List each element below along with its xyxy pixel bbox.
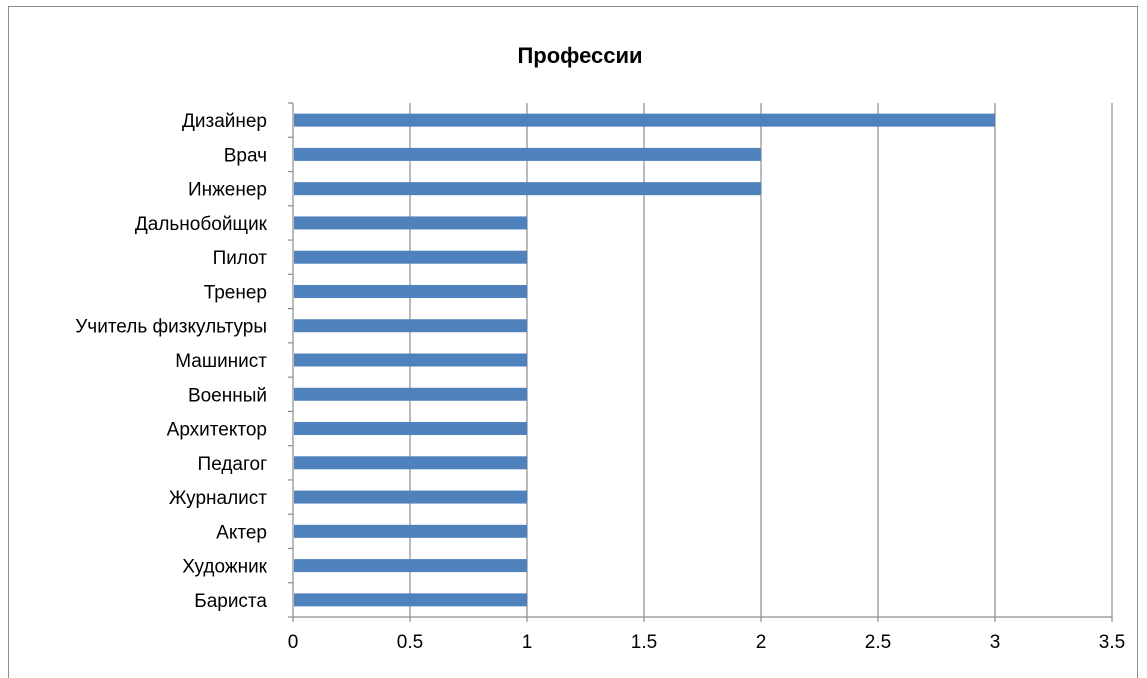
bars [294,113,995,607]
category-label: Педагог [198,454,268,475]
category-label: Архитектор [167,420,267,441]
bar [294,422,527,436]
x-tick-label: 1 [522,632,533,653]
bar [294,593,527,607]
category-label: Дизайнер [182,111,267,132]
x-tick-label: 0 [288,632,299,653]
bar [294,387,527,401]
category-label: Врач [224,145,267,166]
category-label: Актер [216,522,267,543]
category-label: Художник [182,557,267,578]
bar [294,216,527,230]
category-label: Военный [188,385,267,406]
x-tick-label: 3.5 [1099,632,1125,653]
bar [294,353,527,367]
category-label: Инженер [188,180,267,201]
bar [294,319,527,333]
bar [294,113,995,127]
category-label: Бариста [194,591,267,612]
category-label: Учитель физкультуры [75,317,267,338]
category-label: Машинист [175,351,267,372]
x-tick-label: 1.5 [631,632,657,653]
bar [294,147,761,161]
bar [294,182,761,196]
category-label: Журналист [169,488,267,509]
x-tick-label: 2.5 [865,632,891,653]
bar [294,250,527,264]
axes [288,102,1112,618]
bar [294,524,527,538]
bar [294,490,527,504]
category-label: Дальнобойщик [135,214,268,235]
bar [294,559,527,573]
bar [294,284,527,298]
category-labels: Дизайнер Врач Инженер Дальнобойщик Пилот Трен… [75,111,267,612]
x-tick-label: 3 [990,632,1001,653]
x-tick-labels: 0 0.5 1 1.5 2 2.5 3 3.5 [288,632,1126,653]
category-label: Пилот [213,248,268,269]
x-tick-label: 2 [756,632,767,653]
bar [294,456,527,470]
category-label: Тренер [204,282,267,303]
chart-title: Профессии [517,43,642,68]
x-tick-label: 0.5 [397,632,423,653]
